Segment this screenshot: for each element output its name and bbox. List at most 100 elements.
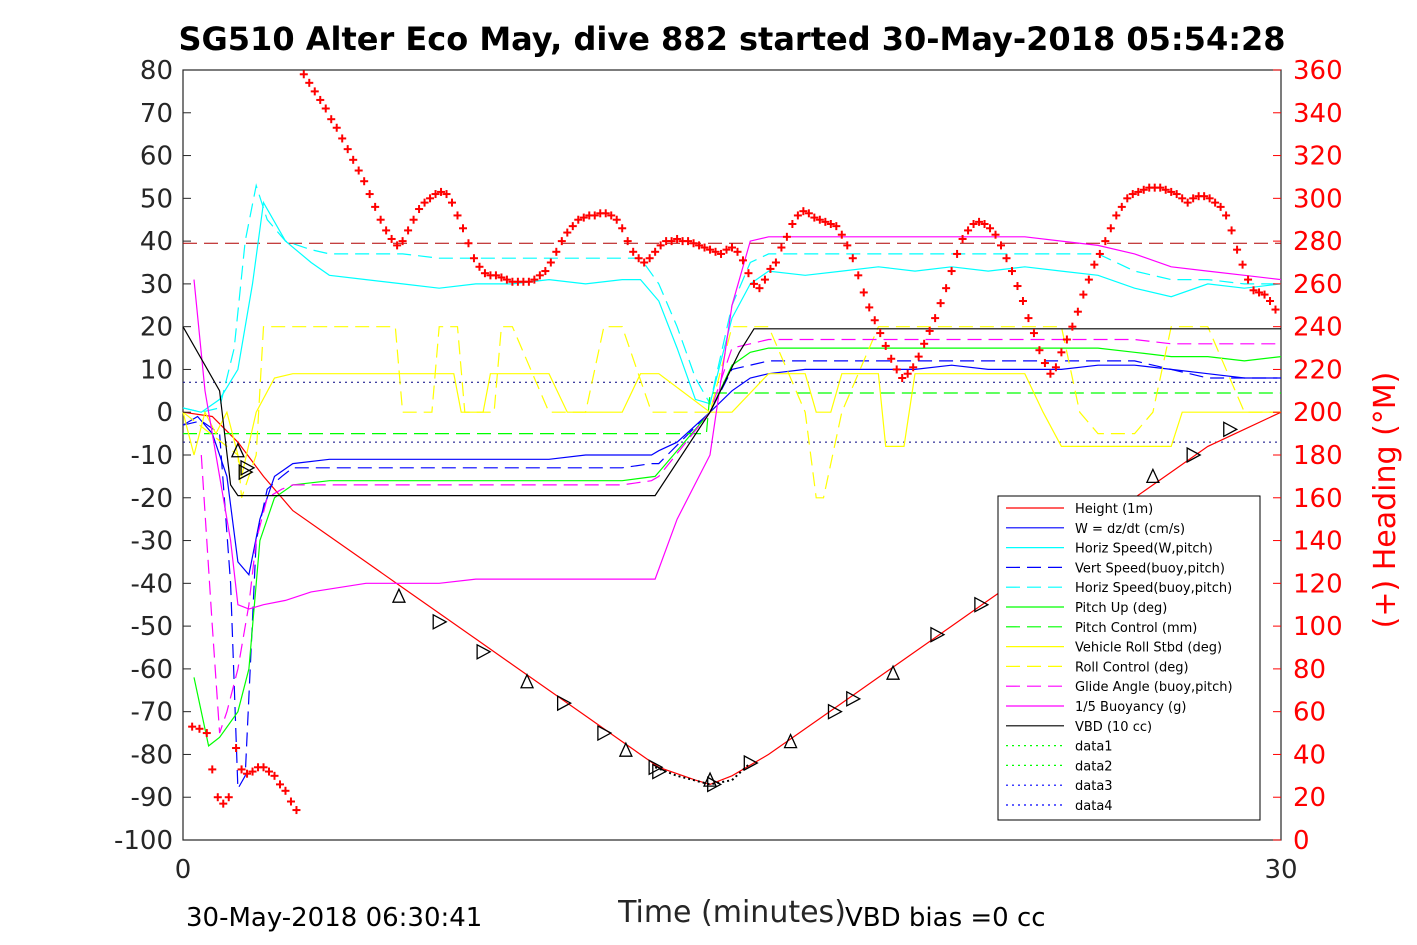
heading-point — [1051, 363, 1060, 372]
heading-point — [640, 258, 649, 267]
heading-point — [898, 374, 907, 382]
left-tick-label: 10 — [140, 355, 173, 385]
heading-point — [733, 247, 742, 256]
footer-timestamp: 30-May-2018 06:30:41 — [186, 903, 482, 933]
heading-point — [607, 211, 616, 220]
heading-point — [728, 243, 736, 252]
heading-point — [259, 763, 268, 772]
heading-point — [1238, 260, 1247, 269]
legend-label: data4 — [1075, 799, 1113, 814]
heading-point — [195, 724, 204, 733]
heading-point — [442, 190, 451, 199]
triangle-marker — [783, 733, 798, 749]
legend-label: Horiz Speed(W,pitch) — [1075, 542, 1213, 557]
heading-point — [480, 269, 489, 278]
right-tick-label: 260 — [1293, 270, 1343, 300]
left-tick-label: -20 — [131, 484, 173, 514]
legend-label: 1/5 Buoyancy (g) — [1075, 700, 1186, 715]
left-tick-label: -100 — [114, 826, 173, 856]
heading-point — [920, 339, 929, 348]
heading-point — [986, 224, 995, 233]
heading-point — [365, 190, 374, 199]
heading-point — [453, 211, 462, 220]
series-lines — [182, 183, 1282, 791]
right-tick-label: 180 — [1293, 441, 1343, 471]
legend-label: data3 — [1075, 779, 1113, 794]
legend-label: W = dz/dt (cm/s) — [1075, 522, 1185, 537]
heading-point — [848, 254, 857, 263]
heading-point — [1222, 211, 1231, 220]
heading-point — [1227, 226, 1236, 235]
legend-label: Pitch Up (deg) — [1075, 601, 1167, 616]
heading-point — [997, 241, 1006, 250]
triangle-marker — [743, 754, 759, 772]
heading-point — [1068, 322, 1077, 331]
triangle-markers — [230, 421, 1239, 793]
left-tick-label: 50 — [140, 184, 173, 214]
heading-point — [1090, 260, 1099, 269]
heading-point — [332, 123, 341, 132]
heading-point — [645, 254, 654, 263]
heading-point — [673, 234, 682, 243]
heading-point — [881, 341, 890, 350]
right-tick-label: 20 — [1293, 783, 1326, 813]
heading-point — [1266, 297, 1275, 305]
heading-point — [237, 765, 246, 774]
heading-point — [1035, 346, 1044, 355]
right-tick-label: 200 — [1293, 398, 1343, 428]
heading-point — [202, 729, 211, 738]
heading-point — [717, 249, 726, 258]
legend-label: Height (1m) — [1075, 502, 1153, 517]
heading-points — [188, 70, 1280, 815]
heading-point — [552, 247, 561, 256]
left-tick-label: 30 — [140, 270, 173, 300]
heading-point — [700, 243, 709, 252]
heading-point — [568, 222, 577, 231]
heading-point — [524, 277, 533, 286]
heading-point — [431, 190, 440, 199]
series-line-7 — [182, 373, 1281, 477]
heading-point — [448, 198, 457, 207]
heading-point — [771, 258, 780, 267]
heading-point — [991, 230, 1000, 239]
heading-point — [404, 226, 413, 235]
legend-label: Glide Angle (buoy,pitch) — [1075, 680, 1233, 695]
series-line-11 — [182, 326, 1281, 497]
right-tick-label: 160 — [1293, 484, 1343, 514]
heading-point — [270, 771, 279, 780]
heading-point — [766, 264, 775, 273]
heading-point — [706, 245, 715, 254]
heading-point — [188, 722, 197, 731]
triangle-marker — [846, 690, 862, 707]
legend-label: Roll Control (deg) — [1075, 660, 1189, 675]
heading-point — [964, 226, 973, 235]
heading-point — [354, 166, 363, 175]
heading-point — [788, 220, 797, 228]
heading-point — [826, 220, 835, 228]
triangle-marker — [556, 695, 573, 712]
heading-point — [837, 230, 846, 239]
right-tick-label: 100 — [1293, 612, 1343, 642]
right-tick-label: 140 — [1293, 527, 1343, 557]
right-tick-label: 320 — [1293, 142, 1343, 172]
triangle-marker — [618, 741, 633, 757]
heading-point — [777, 243, 786, 252]
heading-point — [903, 369, 912, 378]
heading-point — [629, 247, 638, 256]
left-tick-label: 20 — [140, 313, 173, 343]
legend-entries: Height (1m) W = dz/dt (cm/s) Horiz Speed(W… — [1006, 502, 1233, 814]
left-tick-label: 0 — [156, 398, 173, 428]
triangle-marker — [886, 664, 901, 680]
heading-point — [1211, 198, 1220, 207]
series-line-5 — [193, 347, 1282, 747]
series-line-10 — [193, 236, 1282, 610]
heading-point — [469, 254, 478, 263]
triangle-marker — [391, 587, 406, 603]
heading-point — [738, 256, 747, 265]
heading-point — [887, 354, 896, 363]
triangle-marker — [648, 759, 664, 776]
heading-point — [232, 744, 241, 753]
heading-point — [980, 220, 989, 228]
heading-point — [281, 786, 290, 795]
